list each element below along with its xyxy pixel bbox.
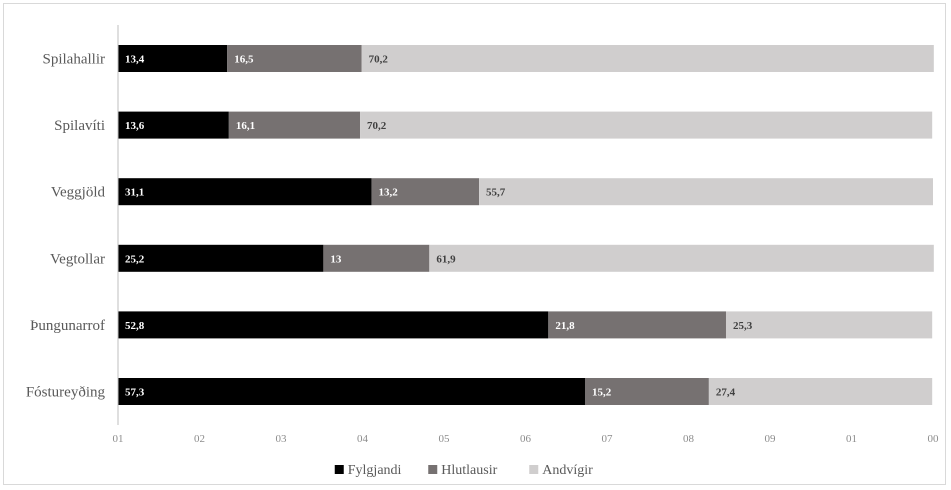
data-label-2-0: 31,1 — [125, 187, 144, 199]
bar-5-2 — [708, 378, 933, 405]
legend-label-2: Andvígir — [542, 463, 593, 478]
bar-3-2 — [429, 244, 934, 272]
bar-5-0 — [118, 378, 585, 405]
x-tick-label-6: 07 — [602, 433, 614, 445]
x-tick-label-1: 02 — [194, 433, 205, 445]
data-label-0-1: 16,5 — [234, 54, 254, 66]
legend-label-0: Fylgjandi — [348, 463, 402, 478]
category-label-0: Spilahallir — [43, 52, 106, 68]
legend-swatch-0 — [334, 465, 344, 474]
data-label-5-1: 15,2 — [592, 387, 612, 399]
category-label-3: Vegtollar — [50, 251, 105, 267]
legend-label-1: Hlutlausir — [441, 463, 497, 478]
bar-4-0 — [118, 311, 549, 339]
category-label-1: Spilavíti — [54, 118, 105, 134]
data-labels-group: 13,4 16,5 70,2 13,6 16,1 70,2 31,1 13,2 55,7 25,2… — [125, 54, 753, 399]
bar-5-1 — [584, 378, 709, 405]
category-label-4: Þungunarrof — [30, 318, 105, 334]
x-tick-label-2: 03 — [276, 433, 288, 445]
bar-2-1 — [371, 178, 480, 206]
legend-swatch-2 — [529, 465, 539, 474]
data-label-5-0: 57,3 — [125, 387, 145, 399]
bar-1-0 — [118, 111, 229, 139]
bar-0-2 — [361, 45, 934, 72]
data-label-1-1: 16,1 — [236, 120, 255, 132]
data-label-1-2: 70,2 — [367, 120, 387, 132]
bar-3-0 — [118, 244, 324, 272]
data-label-1-0: 13,6 — [125, 120, 145, 132]
x-tick-label-9: 01 — [846, 433, 857, 445]
x-tick-label-10: 00 — [928, 433, 940, 445]
x-tick-labels-group: 01 02 03 04 05 06 07 08 09 01 00 — [113, 433, 940, 445]
bar-2-2 — [479, 178, 933, 206]
category-label-2: Veggjöld — [51, 185, 106, 201]
bar-1-2 — [360, 111, 933, 139]
bar-1-1 — [228, 111, 361, 139]
x-tick-label-0: 01 — [113, 433, 124, 445]
data-label-4-2: 25,3 — [733, 320, 753, 332]
data-label-2-2: 55,7 — [486, 187, 506, 199]
data-label-0-2: 70,2 — [369, 54, 389, 66]
x-tick-label-5: 06 — [520, 433, 532, 445]
category-label-5: Fóstureyðing — [26, 385, 106, 401]
x-tick-label-3: 04 — [357, 433, 369, 445]
category-labels-group: Spilahallir Spilavíti Veggjöld Vegtollar Þun… — [26, 52, 106, 401]
data-label-3-0: 25,2 — [125, 253, 145, 265]
x-tick-label-7: 08 — [683, 433, 695, 445]
bar-3-1 — [323, 244, 430, 272]
data-label-3-2: 61,9 — [436, 253, 456, 265]
x-tick-label-8: 09 — [765, 433, 777, 445]
bar-4-1 — [548, 311, 726, 339]
data-label-4-1: 21,8 — [555, 320, 575, 332]
legend: Fylgjandi Hlutlausir Andvígir — [334, 463, 593, 478]
data-label-4-0: 52,8 — [125, 320, 145, 332]
bar-2-0 — [118, 178, 372, 206]
data-label-0-0: 13,4 — [125, 54, 145, 66]
bars-group — [118, 45, 934, 405]
legend-swatch-1 — [428, 465, 438, 474]
x-tick-label-4: 05 — [439, 433, 451, 445]
data-label-3-1: 13 — [330, 253, 342, 265]
data-label-5-2: 27,4 — [716, 387, 736, 399]
bar-0-1 — [227, 45, 362, 72]
data-label-2-1: 13,2 — [378, 187, 398, 199]
bar-4-2 — [725, 311, 933, 339]
bar-0-0 — [118, 45, 228, 72]
